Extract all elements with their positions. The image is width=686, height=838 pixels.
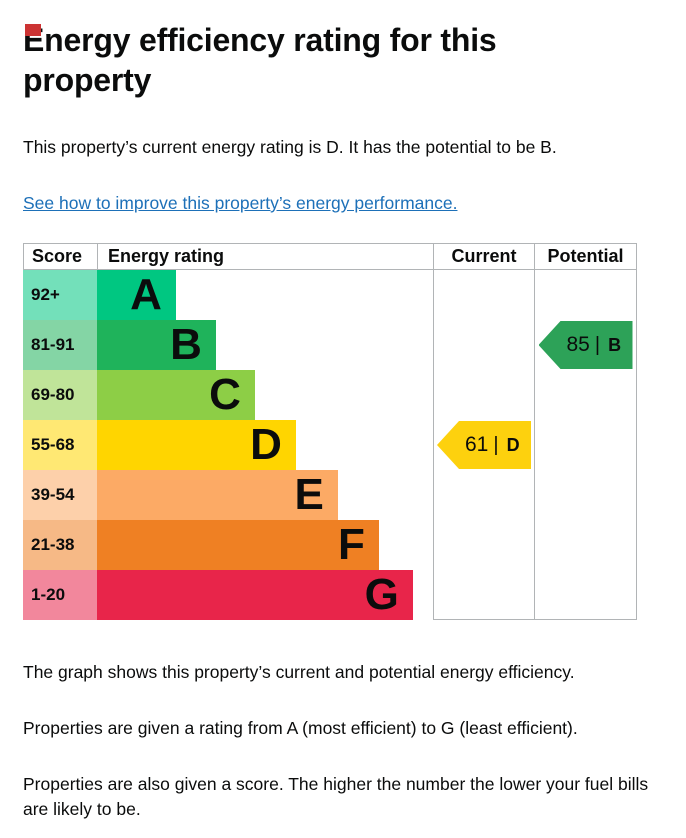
current-rating-arrow: 61 | D — [437, 421, 531, 469]
current-score: 61 — [465, 433, 489, 456]
score-column-header: Score — [24, 244, 98, 269]
grade-letter: F — [338, 520, 365, 569]
bar-area: A — [97, 270, 433, 320]
potential-column-cell — [534, 270, 636, 320]
rating-bar-a: A — [97, 270, 176, 320]
score-range-cell: 69-80 — [23, 370, 97, 420]
band-row-f: 21-38 F — [23, 520, 636, 570]
bar-area: E — [97, 470, 433, 520]
current-column-cell — [433, 270, 534, 320]
energy-rating-table: Score Energy rating Current Potential 92… — [23, 243, 637, 620]
bar-area: G — [97, 570, 433, 620]
score-range-cell: 92+ — [23, 270, 97, 320]
current-column-cell — [433, 320, 534, 370]
current-column-cell — [433, 370, 534, 420]
potential-grade: B — [608, 334, 622, 355]
potential-column-cell — [534, 420, 636, 470]
current-column-cell — [433, 570, 534, 620]
current-grade: D — [506, 434, 520, 455]
bar-area: B — [97, 320, 433, 370]
red-marker — [25, 24, 41, 36]
band-row-c: 69-80 C — [23, 370, 636, 420]
bar-area: D — [97, 420, 433, 470]
rating-bar-c: C — [97, 370, 255, 420]
table-header-row: Score Energy rating Current Potential — [23, 243, 637, 270]
potential-column-header: Potential — [535, 244, 636, 269]
potential-column-cell — [534, 570, 636, 620]
score-range-cell: 1-20 — [23, 570, 97, 620]
rating-bar-g: G — [97, 570, 413, 620]
potential-column-cell — [534, 370, 636, 420]
score-range-cell: 39-54 — [23, 470, 97, 520]
score-range-cell: 21-38 — [23, 520, 97, 570]
grade-letter: A — [130, 270, 162, 319]
potential-rating-arrow: 85 | B — [538, 321, 633, 369]
potential-column-cell: 85 | B — [534, 320, 636, 370]
band-row-e: 39-54 E — [23, 470, 636, 520]
grade-letter: D — [250, 420, 282, 469]
current-column-cell — [433, 520, 534, 570]
grade-letter: C — [209, 370, 241, 419]
score-description-text: Properties are also given a score. The h… — [23, 774, 649, 819]
current-column-cell: 61 | D — [433, 420, 534, 470]
grade-letter: E — [294, 470, 324, 519]
potential-column-cell — [534, 520, 636, 570]
bar-area: C — [97, 370, 433, 420]
rating-scale-text: Properties are given a rating from A (mo… — [23, 718, 578, 738]
band-row-g: 1-20 G — [23, 570, 636, 620]
intro-text: This property’s current energy rating is… — [23, 137, 557, 157]
rating-bar-f: F — [97, 520, 379, 570]
energy-rating-column-header: Energy rating — [98, 244, 434, 269]
potential-score: 85 — [566, 333, 590, 356]
table-body: 92+ A 81-91 B — [23, 270, 637, 620]
score-range-cell: 81-91 — [23, 320, 97, 370]
improve-performance-link[interactable]: See how to improve this property’s energ… — [23, 193, 458, 213]
grade-letter: G — [364, 570, 399, 619]
page-title: Energy efficiency rating for this proper… — [23, 22, 497, 98]
current-column-cell — [433, 470, 534, 520]
page: Energy efficiency rating for this proper… — [0, 20, 686, 822]
graph-description-text: The graph shows this property’s current … — [23, 662, 575, 682]
rating-bar-b: B — [97, 320, 216, 370]
bar-area: F — [97, 520, 433, 570]
band-row-b: 81-91 B 85 | B — [23, 320, 636, 370]
rating-bar-d: D — [97, 420, 296, 470]
score-range-cell: 55-68 — [23, 420, 97, 470]
band-row-d: 55-68 D 61 | D — [23, 420, 636, 470]
grade-letter: B — [170, 320, 202, 369]
potential-column-cell — [534, 470, 636, 520]
arrow-separator: | — [594, 333, 601, 356]
rating-bar-e: E — [97, 470, 338, 520]
band-row-a: 92+ A — [23, 270, 636, 320]
arrow-separator: | — [493, 433, 499, 456]
current-column-header: Current — [434, 244, 535, 269]
